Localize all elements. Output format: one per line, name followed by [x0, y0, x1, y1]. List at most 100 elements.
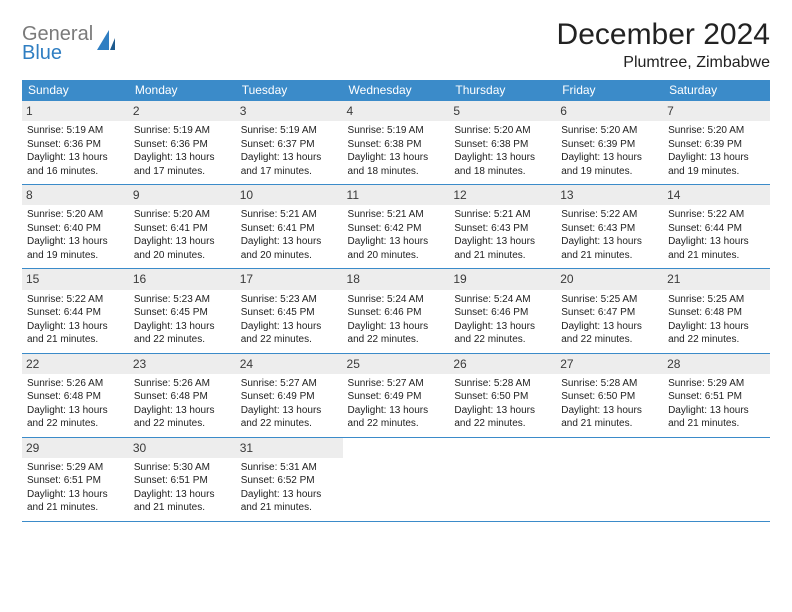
daylight-line: Daylight: 13 hours and 19 minutes.: [27, 235, 124, 262]
sunrise-line: Sunrise: 5:19 AM: [134, 124, 231, 138]
month-title: December 2024: [557, 18, 770, 52]
day-cell: 25Sunrise: 5:27 AMSunset: 6:49 PMDayligh…: [343, 353, 450, 437]
day-cell: 21Sunrise: 5:25 AMSunset: 6:48 PMDayligh…: [663, 269, 770, 353]
day-body: Sunrise: 5:19 AMSunset: 6:36 PMDaylight:…: [132, 124, 233, 178]
day-body: Sunrise: 5:20 AMSunset: 6:41 PMDaylight:…: [132, 208, 233, 262]
day-cell: 22Sunrise: 5:26 AMSunset: 6:48 PMDayligh…: [22, 353, 129, 437]
location: Plumtree, Zimbabwe: [557, 54, 770, 72]
sunset-line: Sunset: 6:48 PM: [668, 306, 765, 320]
week-row: 15Sunrise: 5:22 AMSunset: 6:44 PMDayligh…: [22, 269, 770, 353]
day-body: Sunrise: 5:19 AMSunset: 6:38 PMDaylight:…: [346, 124, 447, 178]
sunrise-line: Sunrise: 5:21 AM: [241, 208, 338, 222]
day-cell: 8Sunrise: 5:20 AMSunset: 6:40 PMDaylight…: [22, 185, 129, 269]
daylight-line: Daylight: 13 hours and 22 minutes.: [454, 404, 551, 431]
day-number: 13: [556, 185, 663, 205]
sunset-line: Sunset: 6:51 PM: [27, 474, 124, 488]
day-cell: 2Sunrise: 5:19 AMSunset: 6:36 PMDaylight…: [129, 101, 236, 185]
sunset-line: Sunset: 6:41 PM: [134, 222, 231, 236]
daylight-line: Daylight: 13 hours and 21 minutes.: [134, 488, 231, 515]
sunset-line: Sunset: 6:39 PM: [561, 138, 658, 152]
daylight-line: Daylight: 13 hours and 20 minutes.: [348, 235, 445, 262]
day-cell: [343, 437, 450, 521]
sunrise-line: Sunrise: 5:19 AM: [27, 124, 124, 138]
day-cell: 3Sunrise: 5:19 AMSunset: 6:37 PMDaylight…: [236, 101, 343, 185]
day-cell: 9Sunrise: 5:20 AMSunset: 6:41 PMDaylight…: [129, 185, 236, 269]
sunrise-line: Sunrise: 5:24 AM: [348, 293, 445, 307]
day-cell: [556, 437, 663, 521]
daylight-line: Daylight: 13 hours and 21 minutes.: [668, 404, 765, 431]
day-number: 31: [236, 438, 343, 458]
sunrise-line: Sunrise: 5:24 AM: [454, 293, 551, 307]
day-header: Tuesday: [236, 80, 343, 101]
day-cell: 1Sunrise: 5:19 AMSunset: 6:36 PMDaylight…: [22, 101, 129, 185]
day-cell: 10Sunrise: 5:21 AMSunset: 6:41 PMDayligh…: [236, 185, 343, 269]
sunset-line: Sunset: 6:44 PM: [668, 222, 765, 236]
day-cell: 23Sunrise: 5:26 AMSunset: 6:48 PMDayligh…: [129, 353, 236, 437]
sunrise-line: Sunrise: 5:20 AM: [668, 124, 765, 138]
sunset-line: Sunset: 6:52 PM: [241, 474, 338, 488]
day-header: Friday: [556, 80, 663, 101]
sunrise-line: Sunrise: 5:30 AM: [134, 461, 231, 475]
day-cell: 14Sunrise: 5:22 AMSunset: 6:44 PMDayligh…: [663, 185, 770, 269]
title-block: December 2024 Plumtree, Zimbabwe: [557, 18, 770, 72]
sunset-line: Sunset: 6:51 PM: [668, 390, 765, 404]
day-number: 29: [22, 438, 129, 458]
day-cell: 31 Sunrise: 5:31 AMSunset: 6:52 PMDayligh…: [236, 437, 343, 521]
sunset-line: Sunset: 6:39 PM: [668, 138, 765, 152]
sunrise-line: Sunrise: 5:28 AM: [561, 377, 658, 391]
sunrise-line: Sunrise: 5:26 AM: [27, 377, 124, 391]
day-body: Sunrise: 5:20 AMSunset: 6:39 PMDaylight:…: [666, 124, 767, 178]
daylight-line: Daylight: 13 hours and 21 minutes.: [27, 488, 124, 515]
day-body: Sunrise: 5:26 AMSunset: 6:48 PMDaylight:…: [25, 377, 126, 431]
day-cell: 6Sunrise: 5:20 AMSunset: 6:39 PMDaylight…: [556, 101, 663, 185]
day-header-row: SundayMondayTuesdayWednesdayThursdayFrid…: [22, 80, 770, 101]
sunrise-line: Sunrise: 5:19 AM: [241, 124, 338, 138]
sunset-line: Sunset: 6:46 PM: [454, 306, 551, 320]
day-body: Sunrise: 5:31 AMSunset: 6:52 PMDaylight:…: [239, 461, 340, 515]
sunrise-line: Sunrise: 5:22 AM: [27, 293, 124, 307]
daylight-line: Daylight: 13 hours and 21 minutes.: [454, 235, 551, 262]
daylight-line: Daylight: 13 hours and 19 minutes.: [668, 151, 765, 178]
sunset-line: Sunset: 6:48 PM: [134, 390, 231, 404]
day-cell: [663, 437, 770, 521]
day-number: 4: [343, 101, 450, 121]
week-row: 8Sunrise: 5:20 AMSunset: 6:40 PMDaylight…: [22, 185, 770, 269]
day-body: Sunrise: 5:20 AMSunset: 6:40 PMDaylight:…: [25, 208, 126, 262]
day-header: Monday: [129, 80, 236, 101]
day-number: 23: [129, 354, 236, 374]
sunrise-line: Sunrise: 5:20 AM: [27, 208, 124, 222]
day-body: Sunrise: 5:23 AMSunset: 6:45 PMDaylight:…: [239, 293, 340, 347]
day-body: Sunrise: 5:24 AMSunset: 6:46 PMDaylight:…: [346, 293, 447, 347]
day-number: 12: [449, 185, 556, 205]
daylight-line: Daylight: 13 hours and 22 minutes.: [668, 320, 765, 347]
daylight-line: Daylight: 13 hours and 22 minutes.: [561, 320, 658, 347]
day-body: Sunrise: 5:30 AMSunset: 6:51 PMDaylight:…: [132, 461, 233, 515]
daylight-line: Daylight: 13 hours and 22 minutes.: [134, 404, 231, 431]
day-cell: 19Sunrise: 5:24 AMSunset: 6:46 PMDayligh…: [449, 269, 556, 353]
day-number: 11: [343, 185, 450, 205]
day-body: Sunrise: 5:28 AMSunset: 6:50 PMDaylight:…: [559, 377, 660, 431]
day-cell: [449, 437, 556, 521]
day-cell: 5Sunrise: 5:20 AMSunset: 6:38 PMDaylight…: [449, 101, 556, 185]
sunset-line: Sunset: 6:49 PM: [348, 390, 445, 404]
sunset-line: Sunset: 6:45 PM: [134, 306, 231, 320]
day-number: 19: [449, 269, 556, 289]
day-cell: 27Sunrise: 5:28 AMSunset: 6:50 PMDayligh…: [556, 353, 663, 437]
day-body: Sunrise: 5:21 AMSunset: 6:43 PMDaylight:…: [452, 208, 553, 262]
brand-blue: Blue: [22, 43, 93, 63]
sunset-line: Sunset: 6:51 PM: [134, 474, 231, 488]
sunrise-line: Sunrise: 5:21 AM: [454, 208, 551, 222]
daylight-line: Daylight: 13 hours and 21 minutes.: [27, 320, 124, 347]
sunrise-line: Sunrise: 5:31 AM: [241, 461, 338, 475]
day-body: Sunrise: 5:22 AMSunset: 6:44 PMDaylight:…: [25, 293, 126, 347]
day-body: Sunrise: 5:29 AMSunset: 6:51 PMDaylight:…: [666, 377, 767, 431]
sunrise-line: Sunrise: 5:27 AM: [241, 377, 338, 391]
day-body: Sunrise: 5:20 AMSunset: 6:38 PMDaylight:…: [452, 124, 553, 178]
day-header: Wednesday: [343, 80, 450, 101]
day-body: Sunrise: 5:23 AMSunset: 6:45 PMDaylight:…: [132, 293, 233, 347]
daylight-line: Daylight: 13 hours and 19 minutes.: [561, 151, 658, 178]
sunrise-line: Sunrise: 5:22 AM: [561, 208, 658, 222]
day-number: 25: [343, 354, 450, 374]
day-number: 1: [22, 101, 129, 121]
daylight-line: Daylight: 13 hours and 17 minutes.: [134, 151, 231, 178]
